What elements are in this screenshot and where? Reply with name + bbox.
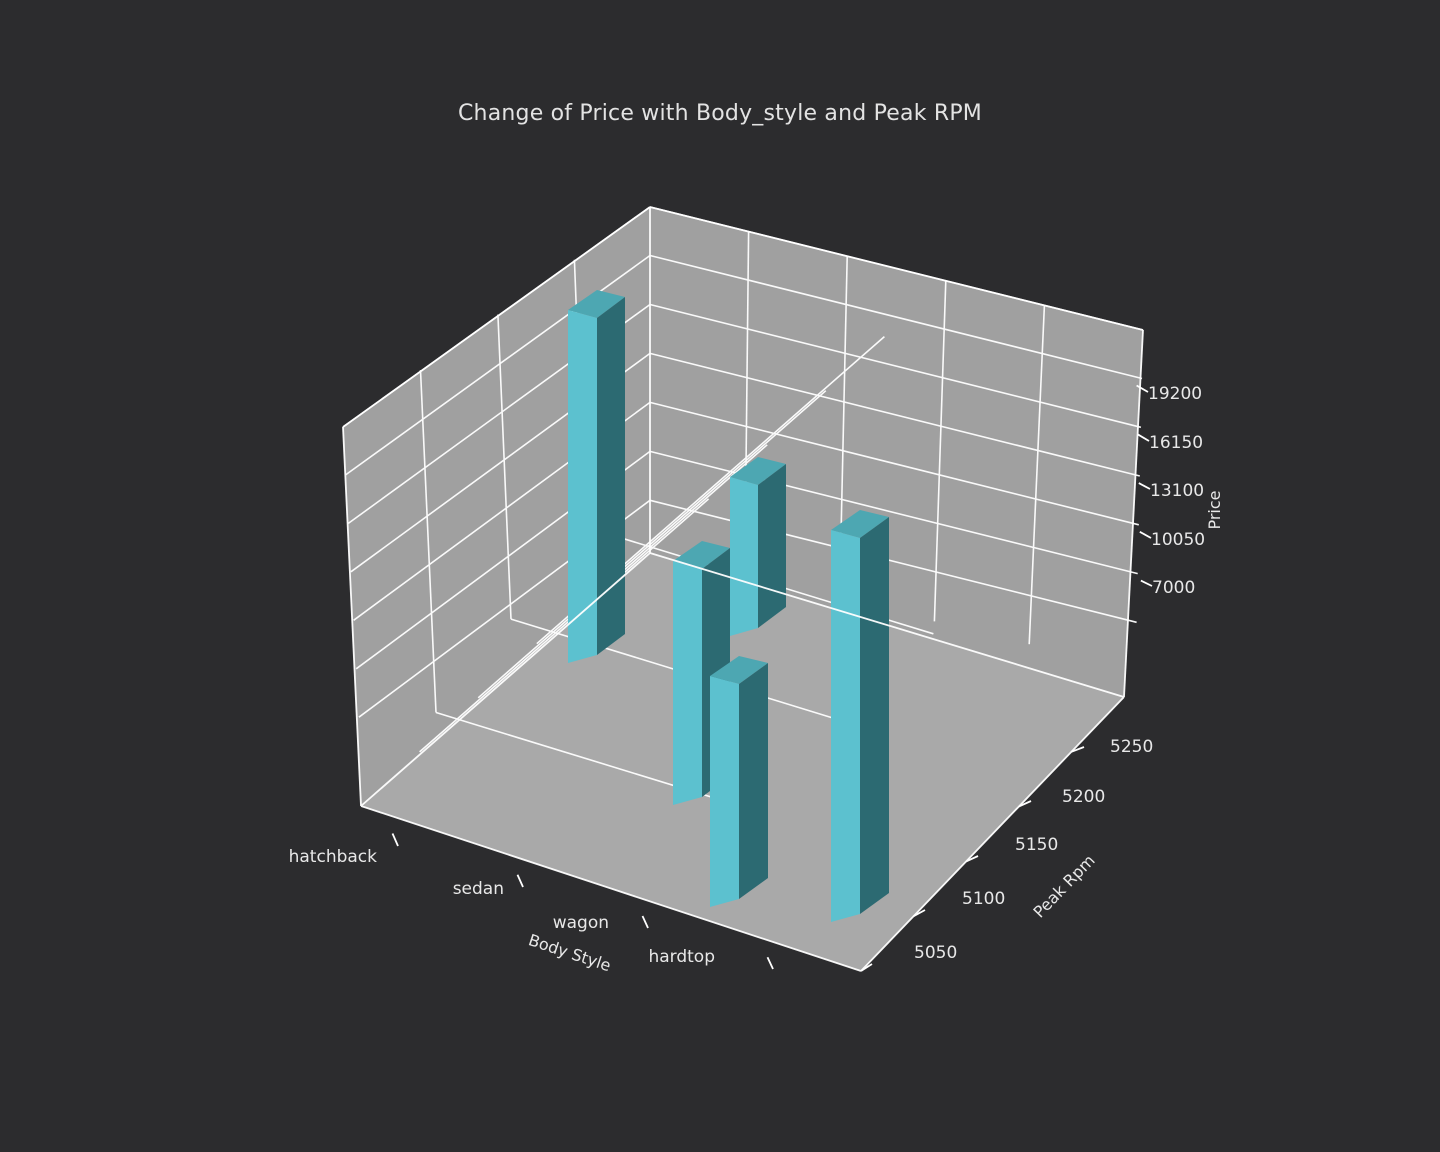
- bar-top-face: [673, 541, 730, 569]
- y-tick-label: 5200: [1062, 787, 1105, 807]
- z-tick-label: 13100: [1150, 481, 1204, 501]
- y-tick-label: 5150: [1015, 835, 1058, 855]
- y-tick-label: 5100: [962, 889, 1005, 909]
- bar-side-face: [597, 297, 625, 655]
- bar-front-face: [673, 561, 702, 805]
- bar-front-face: [710, 676, 739, 907]
- x-tick-label: hardtop: [648, 947, 715, 967]
- y-axis-title: Peak Rpm: [1029, 851, 1098, 922]
- bar-side-face: [860, 517, 889, 914]
- bar-hardtop-5150[interactable]: [710, 656, 768, 907]
- y-tick-labels: 5050 5100 5150 5200 5250: [914, 737, 1153, 963]
- bar-wagon-5200[interactable]: [730, 457, 786, 636]
- bar-top-face: [730, 457, 786, 485]
- x-tick-label: wagon: [553, 913, 609, 933]
- bar-front-face: [730, 477, 758, 636]
- chart-title: Change of Price with Body_style and Peak…: [458, 101, 982, 126]
- y-tick-label: 5250: [1110, 737, 1153, 757]
- z-tick-labels: 19200 16150 13100 10050 7000: [1148, 384, 1205, 598]
- bar-side-face: [758, 464, 786, 628]
- y-tick-label: 5050: [914, 943, 957, 963]
- x-tick-labels: hatchback sedan wagon hardtop: [289, 847, 715, 967]
- bar-side-face: [739, 663, 768, 899]
- z-tick-label: 19200: [1148, 384, 1202, 404]
- bar-top-face: [568, 290, 625, 318]
- x-tick-label: hatchback: [289, 847, 378, 867]
- bar-front-face: [568, 310, 597, 663]
- axis-spines: [342, 206, 1144, 972]
- x-tick-marks: [391, 833, 774, 970]
- y-tick-marks: [860, 746, 1085, 972]
- z-axis-title: Price: [1205, 490, 1224, 529]
- bar-top-face: [831, 510, 889, 538]
- z-tick-label: 7000: [1152, 578, 1195, 598]
- x-tick-label: sedan: [453, 879, 504, 899]
- bar-top-face: [710, 656, 768, 684]
- z-tick-marks: [1136, 384, 1153, 587]
- x-axis-title: Body Style: [526, 930, 613, 975]
- z-tick-label: 10050: [1151, 530, 1205, 550]
- z-tick-label: 16150: [1149, 433, 1203, 453]
- bar-sedan-5200[interactable]: [568, 290, 625, 663]
- bar-hardtop-5100[interactable]: [831, 510, 889, 922]
- bar-front-face: [831, 530, 860, 922]
